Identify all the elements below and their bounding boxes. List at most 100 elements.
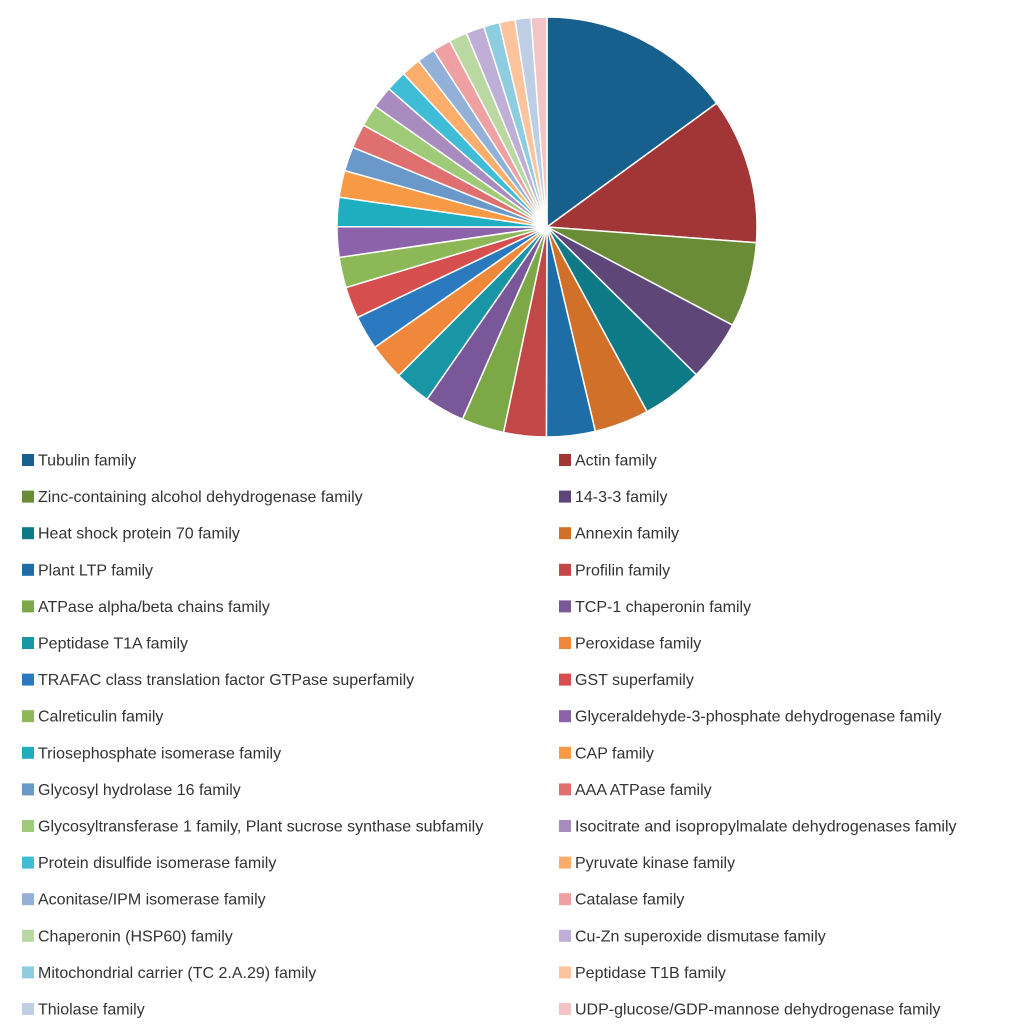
- legend-item: Heat shock protein 70 family: [22, 526, 240, 543]
- legend-label: Calreticulin family: [38, 709, 163, 726]
- legend-swatch: [559, 673, 571, 686]
- legend-label: AAA ATPase family: [575, 782, 712, 799]
- legend-label: CAP family: [575, 745, 654, 762]
- legend-item: Isocitrate and isopropylmalate dehydroge…: [559, 819, 957, 836]
- legend-item: UDP-glucose/GDP-mannose dehydrogenase fa…: [559, 1002, 941, 1019]
- legend-swatch: [559, 490, 571, 503]
- legend-item: AAA ATPase family: [559, 782, 712, 799]
- legend-item: Peptidase T1B family: [559, 965, 726, 982]
- pie-slices: [336, 16, 758, 438]
- legend-swatch: [559, 746, 571, 759]
- legend-item: Glycosyl hydrolase 16 family: [22, 782, 241, 799]
- legend-item: 14-3-3 family: [559, 489, 667, 506]
- legend-item: TRAFAC class translation factor GTPase s…: [22, 672, 414, 689]
- legend-label: Glycosyltransferase 1 family, Plant sucr…: [38, 819, 483, 836]
- legend-label: Catalase family: [575, 892, 684, 909]
- legend-swatch: [22, 746, 34, 759]
- legend-item: Actin family: [559, 453, 657, 470]
- legend-item: Cu-Zn superoxide dismutase family: [559, 928, 826, 945]
- pie-slice: [530, 16, 548, 228]
- legend-item: Peroxidase family: [559, 636, 701, 653]
- legend-label: 14-3-3 family: [575, 489, 667, 506]
- legend-item: Tubulin family: [22, 453, 136, 470]
- legend-swatch: [22, 783, 34, 796]
- legend-label: Profilin family: [575, 562, 670, 579]
- legend-swatch: [559, 454, 571, 466]
- legend-label: TRAFAC class translation factor GTPase s…: [38, 672, 414, 689]
- legend-label: Thiolase family: [38, 1002, 145, 1019]
- legend-swatch: [22, 527, 34, 540]
- legend-swatch: [22, 490, 34, 503]
- legend-item: ATPase alpha/beta chains family: [22, 599, 270, 616]
- legend-label: Peptidase T1A family: [38, 636, 188, 653]
- legend-swatch: [559, 856, 571, 869]
- legend-label: ATPase alpha/beta chains family: [38, 599, 270, 616]
- legend-item: Plant LTP family: [22, 562, 153, 579]
- legend-swatch: [22, 710, 34, 723]
- legend-item: Thiolase family: [22, 1002, 145, 1019]
- legend-swatch: [559, 783, 571, 796]
- legend-swatch: [22, 637, 34, 649]
- legend-label: Mitochondrial carrier (TC 2.A.29) family: [38, 965, 316, 982]
- legend-item: Aconitase/IPM isomerase family: [22, 892, 266, 909]
- legend-item: Pyruvate kinase family: [559, 855, 735, 872]
- legend-label: Triosephosphate isomerase family: [38, 745, 281, 762]
- legend-item: GST superfamily: [559, 672, 694, 689]
- legend-swatch: [559, 710, 571, 723]
- legend-item: Peptidase T1A family: [22, 636, 188, 653]
- legend-label: Glyceraldehyde-3-phosphate dehydrogenase…: [575, 709, 941, 726]
- legend-swatch: [22, 856, 34, 869]
- legend-item: Triosephosphate isomerase family: [22, 745, 281, 762]
- legend-label: Cu-Zn superoxide dismutase family: [575, 928, 826, 945]
- legend-label: Pyruvate kinase family: [575, 855, 735, 872]
- legend-item: Chaperonin (HSP60) family: [22, 928, 233, 945]
- legend-label: Zinc-containing alcohol dehydrogenase fa…: [38, 489, 363, 506]
- legend-label: Plant LTP family: [38, 562, 153, 579]
- legend-label: Chaperonin (HSP60) family: [38, 928, 233, 945]
- legend-swatch: [22, 929, 34, 942]
- pie-slice: [544, 102, 758, 244]
- legend-label: Glycosyl hydrolase 16 family: [38, 782, 241, 799]
- legend-label: TCP-1 chaperonin family: [575, 599, 751, 616]
- legend-label: GST superfamily: [575, 672, 694, 689]
- legend-swatch: [559, 893, 571, 906]
- legend-label: Peroxidase family: [575, 636, 701, 653]
- legend-swatch: [22, 966, 34, 979]
- legend-item: TCP-1 chaperonin family: [559, 599, 751, 616]
- legend-swatch: [22, 893, 34, 906]
- legend-item: Protein disulfide isomerase family: [22, 855, 276, 872]
- legend-label: Actin family: [575, 453, 657, 470]
- legend-label: Tubulin family: [38, 453, 136, 470]
- legend-swatch: [559, 820, 571, 832]
- pie-slice: [546, 16, 718, 229]
- legend-label: Aconitase/IPM isomerase family: [38, 892, 266, 909]
- legend-swatch: [559, 563, 571, 576]
- legend: Tubulin family Actin family Zinc-containin…: [22, 453, 957, 1019]
- legend-swatch: [22, 820, 34, 832]
- legend-label: Heat shock protein 70 family: [38, 526, 240, 543]
- legend-swatch: [22, 1003, 34, 1015]
- legend-item: Calreticulin family: [22, 709, 163, 726]
- legend-item: Catalase family: [559, 892, 684, 909]
- legend-item: Glyceraldehyde-3-phosphate dehydrogenase…: [559, 709, 941, 726]
- legend-label: Peptidase T1B family: [575, 965, 726, 982]
- legend-item: Annexin family: [559, 526, 679, 543]
- legend-swatch: [22, 600, 34, 613]
- legend-swatch: [559, 966, 571, 979]
- legend-label: UDP-glucose/GDP-mannose dehydrogenase fa…: [575, 1002, 941, 1019]
- legend-swatch: [22, 673, 34, 686]
- legend-label: Isocitrate and isopropylmalate dehydroge…: [575, 819, 957, 836]
- legend-swatch: [559, 1003, 571, 1015]
- legend-swatch: [559, 637, 571, 649]
- legend-label: Annexin family: [575, 526, 679, 543]
- legend-item: Mitochondrial carrier (TC 2.A.29) family: [22, 965, 316, 982]
- legend-swatch: [559, 600, 571, 613]
- legend-swatch: [22, 454, 34, 466]
- legend-item: CAP family: [559, 745, 654, 762]
- legend-swatch: [22, 563, 34, 576]
- legend-swatch: [559, 929, 571, 942]
- legend-swatch: [559, 527, 571, 540]
- legend-item: Profilin family: [559, 562, 670, 579]
